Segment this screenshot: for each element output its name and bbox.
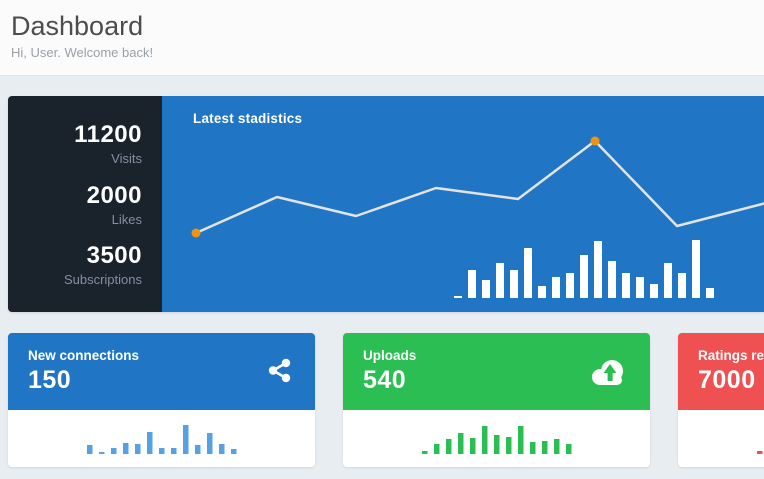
card-uploads-chart [343, 410, 650, 467]
card-uploads[interactable]: Uploads 540 [343, 333, 650, 467]
stat-visits-label: Visits [111, 151, 142, 167]
card-ratings-received[interactable]: Ratings received 7000 [678, 333, 764, 467]
card-new-connections-header: New connections 150 [8, 333, 315, 410]
page-title: Dashboard [11, 11, 144, 41]
mini-bar-chart-svg [756, 451, 762, 454]
card-ratings-received-label: Ratings received [698, 348, 764, 363]
mini-bar-chart-svg [421, 426, 571, 454]
stat-likes: 2000 Likes [28, 182, 142, 227]
stat-visits-value: 11200 [74, 121, 142, 149]
card-new-connections-chart [8, 410, 315, 467]
card-uploads-header: Uploads 540 [343, 333, 650, 410]
share-icon[interactable] [266, 357, 293, 389]
card-uploads-value: 540 [363, 366, 407, 394]
card-new-connections[interactable]: New connections 150 [8, 333, 315, 467]
stat-visits: 11200 Visits [28, 121, 142, 166]
card-ratings-received-header: Ratings received 7000 [678, 333, 764, 410]
card-ratings-received-value: 7000 [698, 366, 756, 394]
stat-subscriptions-value: 3500 [86, 241, 142, 269]
card-uploads-label: Uploads [363, 348, 417, 363]
statistics-widget: 11200 Visits 2000 Likes 3500 Subscriptio… [8, 96, 764, 312]
stat-likes-value: 2000 [86, 181, 142, 209]
latest-statistics-chart: Latest stadistics [162, 96, 764, 312]
cloud-upload-icon[interactable] [588, 357, 628, 392]
stat-subscriptions-label: Subscriptions [63, 271, 142, 287]
mini-bar-chart-svg [86, 425, 236, 454]
summary-cards-row: New connections 150 Uploads [8, 333, 764, 467]
statistics-sparkline-svg [191, 136, 764, 298]
card-new-connections-label: New connections [28, 348, 140, 363]
welcome-text: Hi, User. Welcome back! [11, 44, 154, 60]
card-new-connections-value: 150 [28, 366, 72, 394]
page-header: Dashboard Hi, User. Welcome back! [0, 0, 764, 76]
stats-summary-panel: 11200 Visits 2000 Likes 3500 Subscriptio… [8, 96, 162, 312]
stat-likes-label: Likes [111, 211, 142, 227]
chart-title: Latest stadistics [193, 111, 303, 126]
stat-subscriptions: 3500 Subscriptions [28, 242, 142, 287]
card-ratings-received-chart [678, 410, 764, 467]
